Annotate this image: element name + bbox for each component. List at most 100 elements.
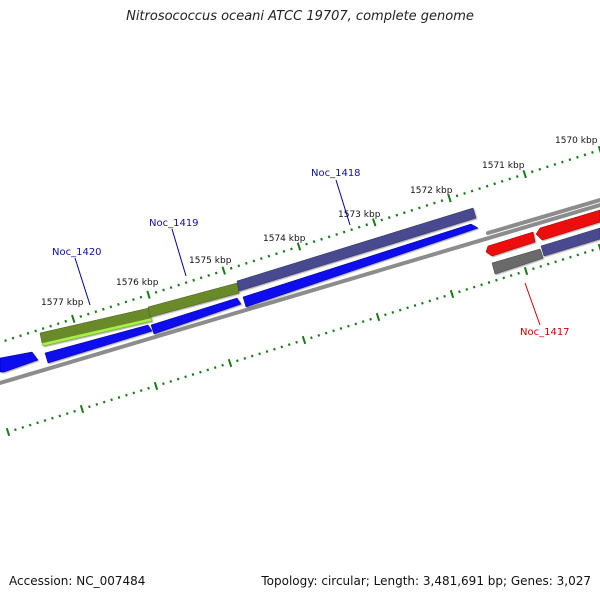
cds-reverse-2[interactable] [150,297,242,335]
cds-noc1418-forward[interactable] [236,207,477,292]
map-title: Nitrosococcus oceani ATCC 19707, complet… [126,9,474,24]
lower-minor-tick [532,267,535,271]
leader-noc1418 [335,179,351,226]
topology-text: Topology: circular; Length: 3,481,691 bp… [261,574,591,588]
lower-minor-tick [169,379,173,383]
cds-noc1420-forward[interactable] [39,307,152,344]
lower-minor-tick [517,271,520,275]
lower-minor-tick [569,255,572,259]
lower-minor-tick [354,322,358,326]
upper-minor-tick [214,271,218,275]
lower-minor-tick [58,414,62,418]
cds-reverse-1[interactable] [44,324,153,364]
upper-minor-tick [64,319,68,323]
gene-label-noc1418[interactable]: Noc_1418 [311,168,361,179]
lower-minor-tick [117,396,121,399]
lower-major-tick [79,404,85,414]
upper-minor-tick [433,201,436,205]
lower-minor-tick [576,253,580,257]
upper-minor-tick [184,281,188,285]
upper-minor-tick [583,153,587,157]
lower-minor-tick [162,382,165,386]
gene-label-noc1417[interactable]: Noc_1417 [520,327,570,338]
lower-minor-tick [480,283,483,287]
gene-label-noc1419[interactable]: Noc_1419 [149,218,199,229]
cds-reverse-3[interactable] [242,223,479,308]
upper-minor-tick [478,187,481,191]
upper-minor-tick [41,327,45,330]
upper-minor-tick [177,283,180,287]
upper-minor-tick [229,266,233,270]
cds-noc1417-reverse-gray[interactable] [491,248,544,275]
upper-minor-tick [192,278,195,282]
lower-minor-tick [347,324,350,328]
lower-minor-tick [339,327,343,330]
lower-minor-tick [176,377,180,381]
lower-minor-tick [147,386,150,390]
lower-minor-tick [265,350,269,353]
lower-minor-tick [88,405,91,409]
lower-minor-tick [332,329,335,333]
upper-minor-tick [11,336,15,340]
upper-minor-tick [357,225,361,229]
lower-minor-tick [561,258,565,261]
lower-major-tick [523,266,529,276]
lower-minor-tick [472,285,476,289]
upper-minor-tick [418,206,421,210]
lower-minor-tick [421,301,424,305]
scale-label-1573: 1573 kbp [338,210,381,220]
lower-minor-tick [428,299,432,303]
upper-minor-tick [132,298,135,301]
upper-minor-tick [500,179,504,183]
upper-minor-tick [56,322,60,326]
upper-minor-tick [591,151,594,154]
upper-minor-tick [34,329,37,333]
lower-minor-tick [324,331,328,335]
scale-label-1570: 1570 kbp [555,136,598,146]
upper-minor-tick [327,235,331,239]
upper-minor-tick [455,194,459,198]
upper-minor-tick [312,240,316,244]
upper-minor-tick [26,331,30,335]
upper-minor-tick [267,254,271,258]
upper-minor-tick [576,155,579,159]
upper-minor-tick [463,192,466,195]
cds-forward-right-red[interactable] [535,209,600,241]
lower-minor-tick [102,400,106,404]
lower-minor-tick [258,352,261,356]
backbone-line-lower [0,203,600,385]
gene-label-noc1420[interactable]: Noc_1420 [52,247,102,258]
cds-reverse-right-purple[interactable] [540,227,600,257]
lower-minor-tick [495,278,498,282]
cds-noc1419-forward[interactable] [147,282,240,318]
upper-minor-tick [275,252,278,256]
upper-minor-tick [237,264,241,268]
cds-noc1420-forward-light[interactable] [41,317,153,347]
upper-minor-tick [515,175,519,178]
lower-minor-tick [361,320,365,324]
lower-minor-tick [250,354,254,358]
upper-minor-tick [162,288,165,292]
cds-noc1417-forward[interactable] [485,231,536,257]
upper-minor-tick [410,208,414,212]
lower-minor-tick [221,363,224,367]
lower-minor-tick [213,366,217,370]
lower-major-tick [301,335,307,345]
leader-noc1419 [171,228,187,277]
upper-minor-tick [19,334,22,338]
cds-reverse-left-edge[interactable] [0,351,39,373]
upper-minor-tick [546,165,549,169]
upper-minor-tick [252,259,256,263]
upper-minor-tick [94,310,98,314]
scale-label-1572: 1572 kbp [410,186,453,196]
upper-minor-tick [169,286,173,289]
lower-minor-tick [51,416,54,420]
upper-minor-tick [102,307,105,311]
lower-minor-tick [539,264,543,268]
upper-minor-tick [109,305,113,309]
lower-minor-tick [14,428,17,432]
lower-minor-tick [369,317,372,321]
lower-minor-tick [287,343,291,347]
